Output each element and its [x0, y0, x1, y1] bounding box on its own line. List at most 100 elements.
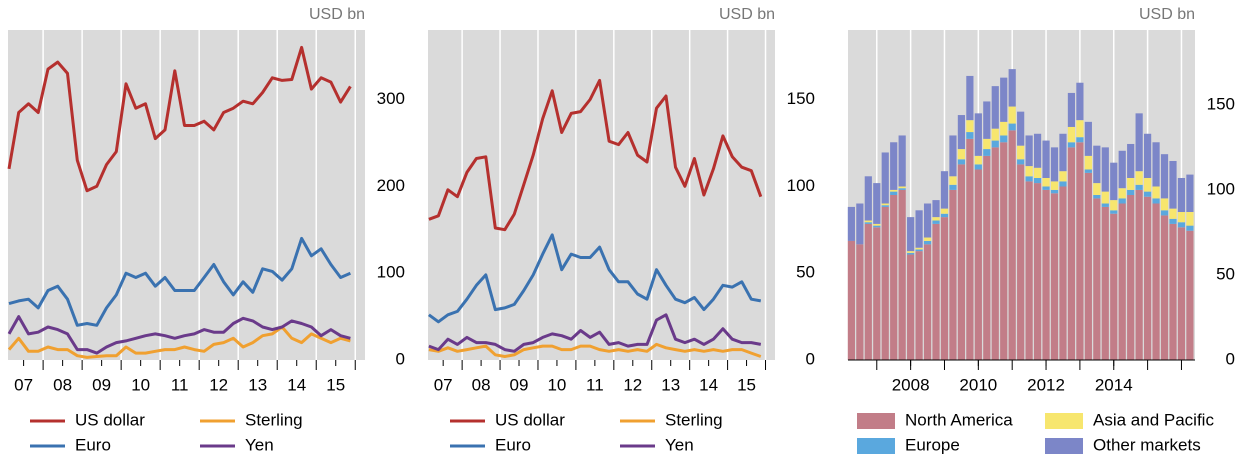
y-tick-label: 0	[396, 349, 405, 368]
bar-segment	[949, 189, 957, 360]
bar-segment	[907, 251, 915, 253]
bar-segment	[1059, 171, 1067, 182]
bar-segment	[1008, 106, 1016, 124]
bar-segment	[856, 203, 864, 245]
bar-segment	[915, 210, 923, 248]
bar-segment	[1084, 169, 1092, 173]
bar-segment	[983, 101, 991, 139]
bar-segment	[1067, 147, 1076, 360]
bar-segment	[1000, 121, 1008, 136]
bar-segment	[847, 206, 855, 241]
bar-segment	[1042, 189, 1050, 360]
bar-segment	[890, 195, 898, 360]
bar-segment	[932, 223, 940, 360]
bar-segment	[1025, 166, 1033, 177]
series-line	[7, 45, 352, 193]
bar-segment	[1050, 181, 1059, 190]
bar-segment	[932, 217, 940, 221]
x-tick-label: 11	[171, 375, 189, 394]
legend-swatch	[857, 438, 895, 454]
bar-segment	[1076, 137, 1084, 143]
y-tick-label: 0	[806, 349, 815, 368]
bar-segment	[1017, 164, 1025, 360]
bar-segment	[864, 223, 872, 360]
x-tick-label: 2014	[1095, 375, 1133, 394]
bar-segment	[1042, 140, 1050, 178]
bar-segment	[966, 75, 974, 121]
series-line	[428, 78, 763, 232]
x-tick-label: 2008	[892, 375, 930, 394]
bar-segment	[983, 155, 991, 360]
bar-segment	[856, 244, 864, 360]
x-tick-label: 2010	[959, 375, 997, 394]
bar-segment	[1076, 142, 1084, 360]
x-tick-label: 14	[287, 375, 306, 394]
legend-label: Sterling	[245, 410, 303, 429]
bar-segment	[1076, 82, 1084, 121]
bar-segment	[1101, 147, 1109, 192]
y-tick-label: 150	[1207, 94, 1235, 113]
bar-segment	[1017, 145, 1025, 160]
bar-segment	[898, 188, 906, 190]
bar-segment	[1093, 183, 1101, 195]
bar-segment	[881, 206, 889, 360]
bar-segment	[864, 220, 872, 223]
bar-segment	[957, 115, 966, 150]
x-tick-label: 15	[326, 375, 345, 394]
x-tick-label: 13	[248, 375, 267, 394]
bar-segment	[881, 205, 889, 207]
bar-segment	[881, 203, 889, 206]
bar-segment	[1169, 208, 1177, 219]
bar-segment	[923, 203, 932, 238]
bar-segment	[957, 149, 966, 160]
bar-segment	[1008, 130, 1016, 360]
x-tick-label: 08	[53, 375, 72, 394]
bar-segment	[1118, 150, 1126, 189]
bar-segment	[1186, 225, 1194, 231]
bar-segment	[966, 138, 974, 360]
bar-segment	[1101, 206, 1109, 360]
bar-segment	[1144, 191, 1152, 197]
bar-segment	[915, 247, 923, 250]
y-tick-label: 50	[796, 263, 815, 282]
bar-segment	[1000, 142, 1008, 360]
bar-segment	[1008, 123, 1016, 131]
bar-segment	[898, 135, 906, 187]
bar-segment	[1093, 198, 1101, 360]
legend-label: Yen	[665, 435, 694, 454]
bar-segment	[1118, 203, 1126, 360]
bar-segment	[1033, 133, 1042, 168]
bar-segment	[1135, 171, 1143, 185]
legend-label: US dollar	[75, 410, 145, 429]
bar-segment	[1050, 189, 1059, 194]
bar-segment	[1017, 111, 1025, 146]
bar-segment	[974, 155, 982, 165]
legend-label: Sterling	[665, 410, 723, 429]
unit-label: USD bn	[1139, 6, 1195, 23]
bar-segment	[1186, 174, 1194, 213]
bar-segment	[907, 252, 915, 255]
bar-segment	[1042, 186, 1050, 190]
legend-label: Other markets	[1093, 435, 1201, 454]
legend-label: Yen	[245, 435, 274, 454]
series-line	[7, 315, 351, 355]
bar-segment	[881, 152, 889, 204]
bar-segment	[1160, 154, 1169, 199]
y-tick-label: 100	[787, 176, 815, 195]
x-tick-label: 11	[586, 375, 604, 394]
plot-background	[428, 30, 775, 360]
bar-segment	[1177, 227, 1186, 360]
series-line	[428, 342, 762, 358]
legend-label: Asia and Pacific	[1093, 410, 1214, 429]
bar-segment	[1186, 230, 1194, 360]
legend-label: Euro	[495, 435, 531, 454]
bar-segment	[940, 208, 949, 214]
bar-segment	[1076, 120, 1084, 138]
bar-segment	[974, 164, 982, 170]
bar-segment	[1084, 172, 1092, 360]
bar-segment	[1093, 195, 1101, 199]
bar-segment	[940, 213, 949, 218]
bar-segment	[1067, 92, 1076, 127]
bar-segment	[890, 142, 898, 190]
